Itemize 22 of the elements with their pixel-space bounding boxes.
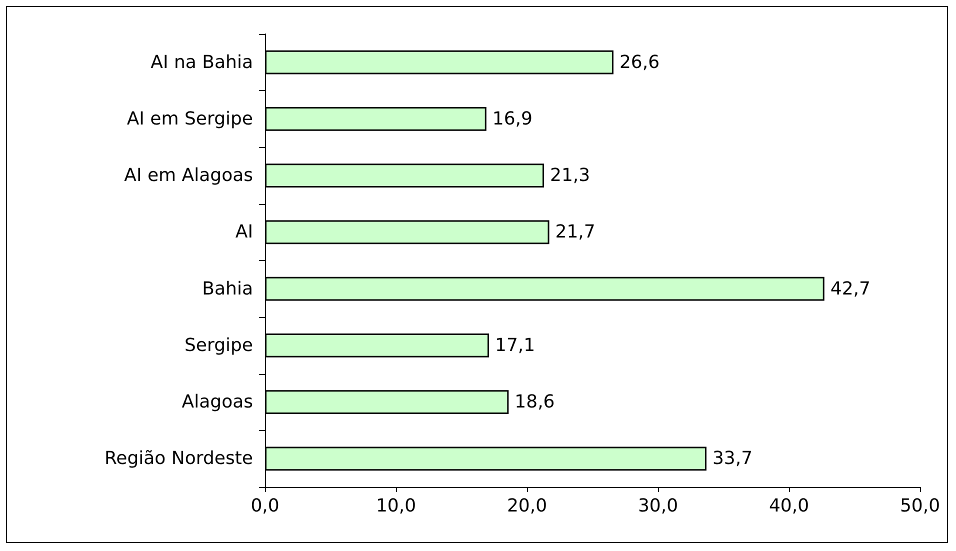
y-tick-label: Região Nordeste <box>104 448 253 470</box>
x-tick-label: 50,0 <box>900 496 940 516</box>
y-tick-label: AI na Bahia <box>150 52 253 73</box>
x-tick-label: 0,0 <box>250 496 280 516</box>
y-tick-label: Bahia <box>202 278 253 300</box>
x-tick-label: 40,0 <box>768 496 810 516</box>
data-label: 21,7 <box>555 222 596 243</box>
y-tick-label: AI <box>235 222 253 243</box>
y-tick-label: AI em Alagoas <box>124 165 253 186</box>
data-label: 21,3 <box>550 165 590 186</box>
data-label: 42,7 <box>830 278 870 300</box>
y-tick-label: AI em Sergipe <box>126 108 253 130</box>
y-tick-label: Sergipe <box>184 334 253 356</box>
x-tick-label: 10,0 <box>376 496 416 516</box>
x-tick-label: 30,0 <box>638 496 678 516</box>
data-label: 26,6 <box>619 52 660 73</box>
data-label: 17,1 <box>495 334 536 356</box>
data-label: 16,9 <box>492 108 532 130</box>
data-label: 33,7 <box>712 448 753 470</box>
data-label: 18,6 <box>514 392 555 413</box>
x-tick-label: 20,0 <box>506 496 548 516</box>
y-tick-label: Alagoas <box>182 392 253 413</box>
